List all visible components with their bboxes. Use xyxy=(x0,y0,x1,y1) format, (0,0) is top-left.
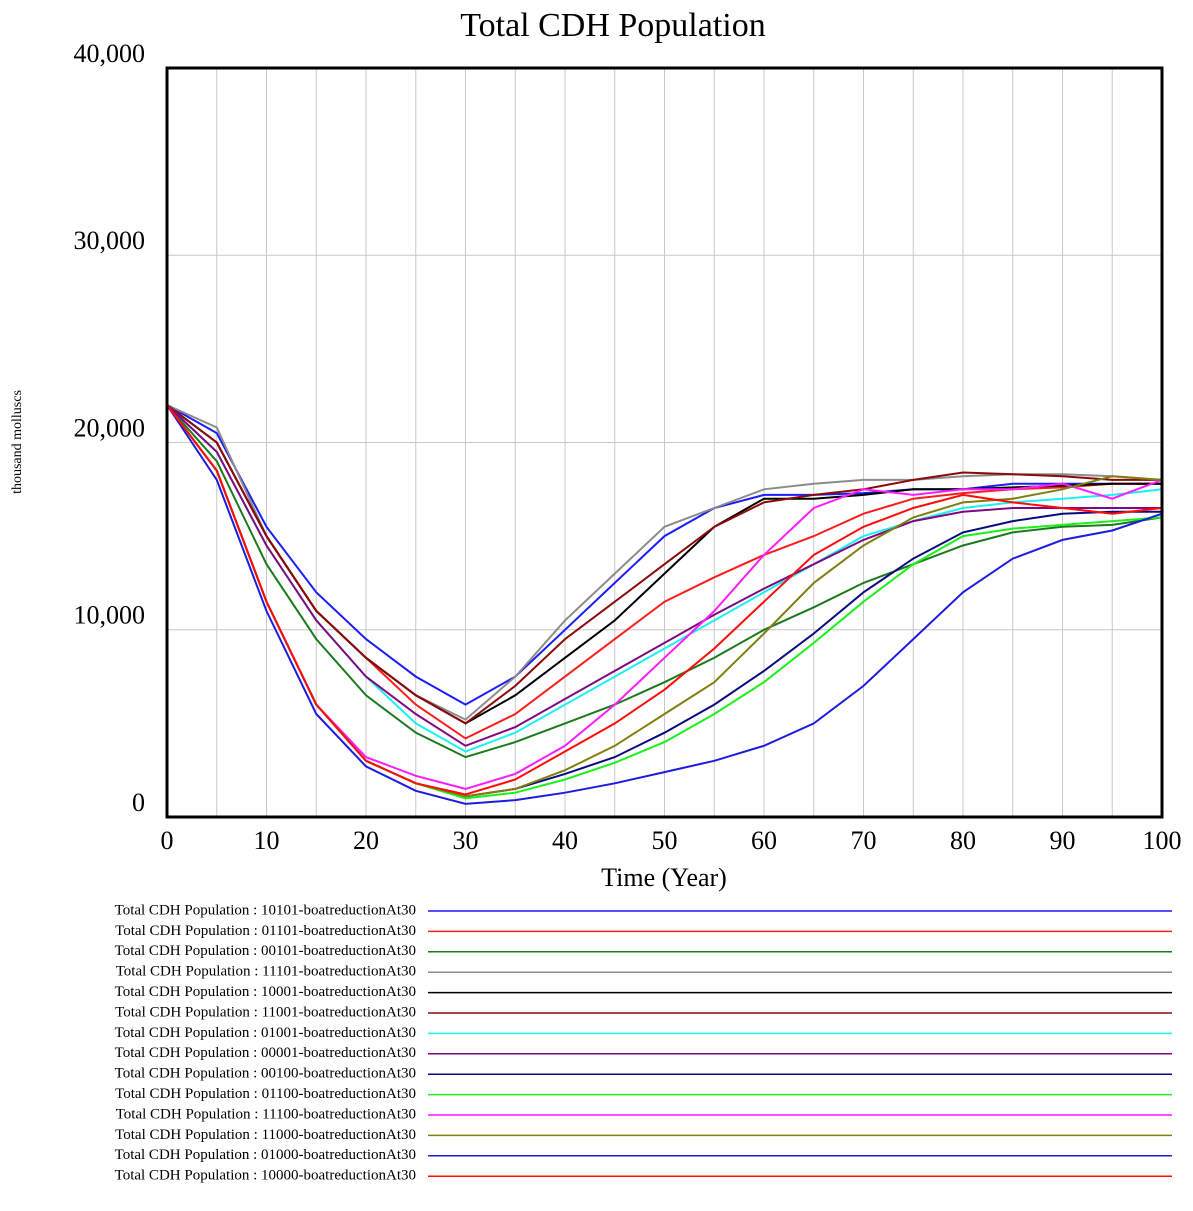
legend-label: Total CDH Population : 01001-boatreducti… xyxy=(115,1025,416,1041)
y-tick-label: 10,000 xyxy=(74,601,146,630)
chart-title: Total CDH Population xyxy=(460,7,766,44)
x-tick-label: 20 xyxy=(353,826,379,855)
x-tick-label: 40 xyxy=(552,826,578,855)
x-tick-label: 70 xyxy=(851,826,877,855)
legend-label: Total CDH Population : 01000-boatreducti… xyxy=(115,1147,416,1163)
legend-label: Total CDH Population : 01101-boatreducti… xyxy=(115,923,416,939)
x-tick-label: 100 xyxy=(1143,826,1182,855)
legend-label: Total CDH Population : 00001-boatreducti… xyxy=(115,1045,416,1061)
legend-label: Total CDH Population : 01100-boatreducti… xyxy=(115,1086,416,1102)
x-tick-label: 90 xyxy=(1050,826,1076,855)
legend-label: Total CDH Population : 00101-boatreducti… xyxy=(115,943,416,959)
legend-label: Total CDH Population : 00100-boatreducti… xyxy=(115,1066,416,1082)
y-axis-label: thousand molluscs xyxy=(10,390,25,494)
x-tick-label: 10 xyxy=(254,826,280,855)
x-tick-label: 30 xyxy=(453,826,479,855)
series-line xyxy=(166,404,1163,805)
x-tick-label: 50 xyxy=(652,826,678,855)
series-line xyxy=(166,404,1162,706)
series-line xyxy=(166,404,1163,796)
x-tick-label: 80 xyxy=(950,826,976,855)
series-line xyxy=(166,404,1162,725)
legend-label: Total CDH Population : 11000-boatreducti… xyxy=(115,1127,416,1143)
legend-label: Total CDH Population : 11001-boatreducti… xyxy=(115,1004,416,1020)
y-tick-label: 20,000 xyxy=(74,413,146,442)
legend-label: Total CDH Population : 11101-boatreducti… xyxy=(116,964,416,980)
legend-label: Total CDH Population : 10101-boatreducti… xyxy=(115,902,416,918)
x-axis-label: Time (Year) xyxy=(601,863,727,892)
legend-label: Total CDH Population : 10001-boatreducti… xyxy=(115,984,416,1000)
legend-label: Total CDH Population : 11100-boatreducti… xyxy=(116,1106,416,1122)
series-line xyxy=(166,404,1162,747)
y-tick-label: 30,000 xyxy=(74,226,146,255)
x-tick-label: 60 xyxy=(751,826,777,855)
plot-frame xyxy=(165,66,1164,819)
legend-label: Total CDH Population : 10000-boatreducti… xyxy=(115,1168,416,1184)
y-tick-label: 40,000 xyxy=(74,39,146,68)
x-tick-label: 0 xyxy=(161,826,174,855)
y-tick-label: 0 xyxy=(132,788,145,817)
series-line xyxy=(166,404,1163,759)
